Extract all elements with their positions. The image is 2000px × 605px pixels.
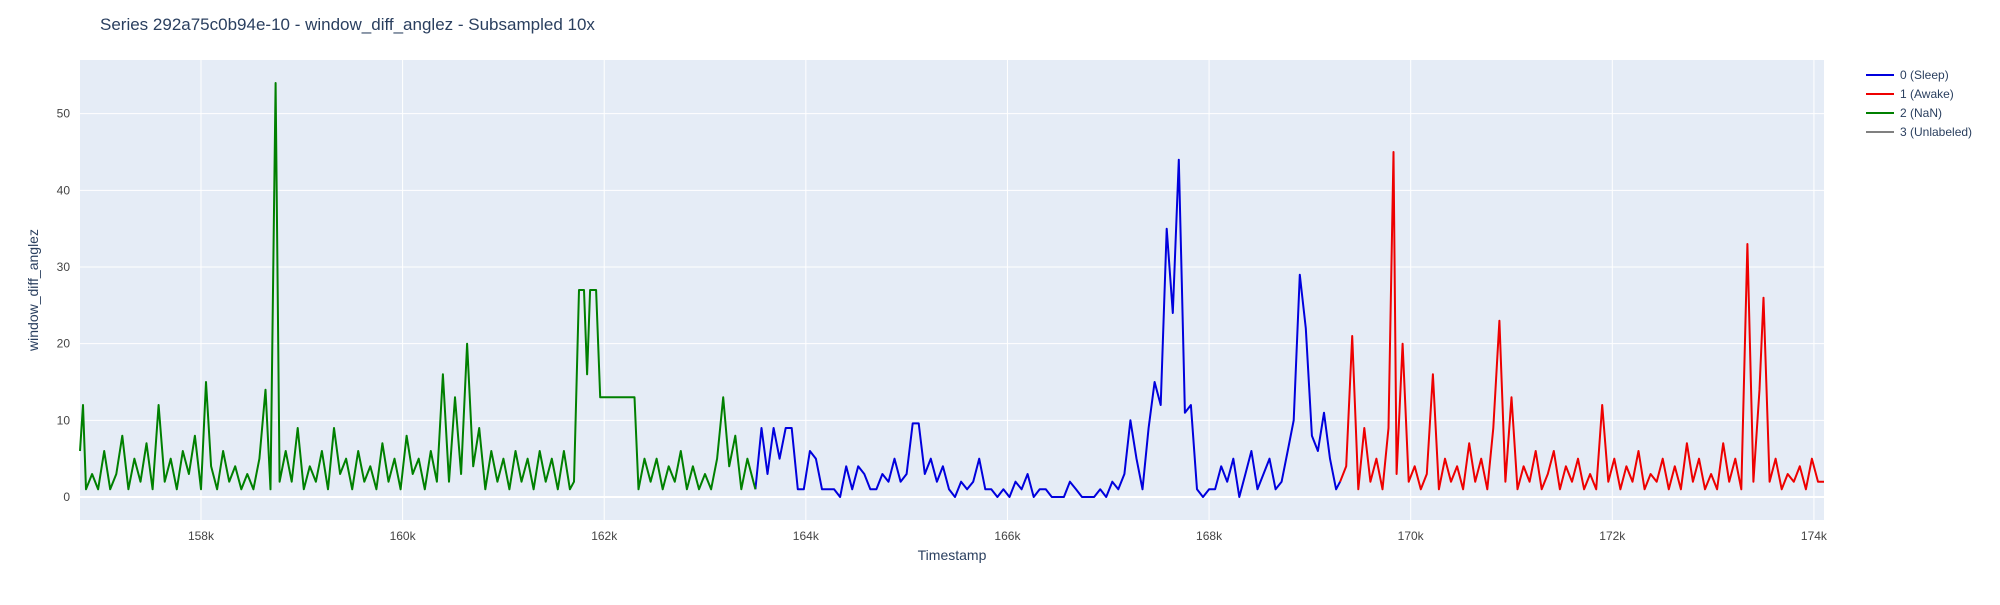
x-tick-label: 158k bbox=[188, 529, 215, 543]
series-line-2 bbox=[79, 82, 757, 491]
x-tick-label: 170k bbox=[1398, 529, 1425, 543]
x-tick-label: 174k bbox=[1801, 529, 1828, 543]
legend-label-2: 2 (NaN) bbox=[1900, 106, 1942, 120]
y-axis-ticks: 0 10 20 30 40 50 bbox=[57, 107, 71, 504]
x-tick-label: 160k bbox=[390, 529, 417, 543]
y-axis-label: window_diff_anglez bbox=[25, 229, 41, 352]
y-tick-label: 20 bbox=[57, 337, 71, 351]
x-axis-label: Timestamp bbox=[918, 547, 987, 563]
grid-lines bbox=[80, 60, 1824, 520]
plot-area bbox=[80, 60, 1824, 520]
x-tick-label: 162k bbox=[591, 529, 618, 543]
series-line-0 bbox=[754, 158, 1341, 498]
y-tick-label: 50 bbox=[57, 107, 71, 121]
legend-label-3: 3 (Unlabeled) bbox=[1900, 125, 1972, 139]
y-tick-label: 40 bbox=[57, 183, 71, 197]
legend-label-1: 1 (Awake) bbox=[1900, 87, 1954, 101]
x-tick-label: 168k bbox=[1196, 529, 1223, 543]
y-tick-label: 10 bbox=[57, 413, 71, 427]
y-tick-label: 0 bbox=[63, 490, 70, 504]
legend: 0 (Sleep) 1 (Awake) 2 (NaN) 3 (Unlabeled) bbox=[1866, 68, 1972, 139]
series-lines bbox=[79, 82, 1824, 498]
x-tick-label: 166k bbox=[994, 529, 1021, 543]
legend-label-0: 0 (Sleep) bbox=[1900, 68, 1949, 82]
y-tick-label: 30 bbox=[57, 260, 71, 274]
x-axis-ticks: 158k 160k 162k 164k 166k 168k 170k 172k 174k bbox=[188, 529, 1828, 543]
x-tick-label: 172k bbox=[1599, 529, 1626, 543]
series-line-1 bbox=[1339, 151, 1824, 491]
chart-title: Series 292a75c0b94e-10 - window_diff_ang… bbox=[100, 15, 595, 34]
x-tick-label: 164k bbox=[793, 529, 820, 543]
